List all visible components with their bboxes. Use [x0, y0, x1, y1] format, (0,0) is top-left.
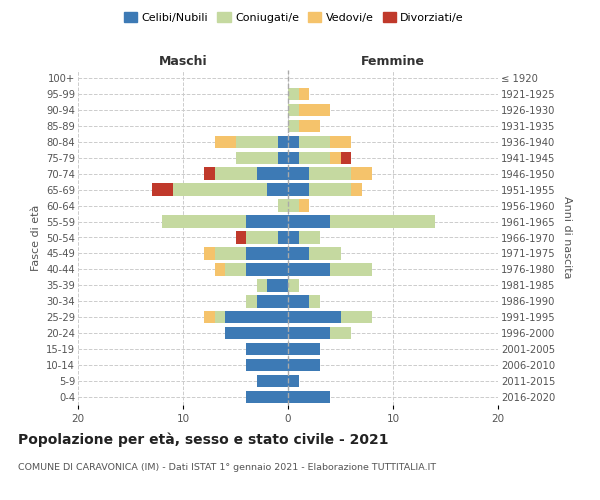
Bar	[309, 247, 341, 260]
Bar	[309, 184, 351, 196]
Bar	[288, 375, 299, 388]
Bar	[235, 152, 277, 164]
Bar	[277, 152, 288, 164]
Bar	[257, 168, 288, 180]
Bar	[204, 311, 215, 324]
Legend: Celibi/Nubili, Coniugati/e, Vedovi/e, Divorziati/e: Celibi/Nubili, Coniugati/e, Vedovi/e, Di…	[119, 8, 469, 28]
Bar	[288, 343, 320, 355]
Bar	[299, 136, 330, 148]
Bar	[288, 391, 330, 403]
Bar	[277, 200, 288, 212]
Bar	[225, 327, 288, 340]
Bar	[351, 184, 361, 196]
Bar	[173, 184, 267, 196]
Bar	[299, 232, 320, 243]
Bar	[288, 311, 341, 324]
Bar	[288, 168, 309, 180]
Bar	[267, 184, 288, 196]
Text: Maschi: Maschi	[158, 54, 208, 68]
Bar	[246, 343, 288, 355]
Bar	[288, 216, 330, 228]
Bar	[246, 391, 288, 403]
Bar	[246, 359, 288, 372]
Bar	[288, 136, 299, 148]
Bar	[288, 247, 309, 260]
Text: Popolazione per età, sesso e stato civile - 2021: Popolazione per età, sesso e stato civil…	[18, 432, 389, 447]
Bar	[225, 263, 246, 276]
Bar	[162, 216, 246, 228]
Bar	[341, 152, 351, 164]
Bar	[288, 327, 330, 340]
Bar	[299, 200, 309, 212]
Bar	[215, 311, 225, 324]
Bar	[204, 247, 215, 260]
Bar	[215, 168, 257, 180]
Bar	[288, 120, 299, 132]
Bar	[330, 136, 351, 148]
Bar	[330, 152, 341, 164]
Text: COMUNE DI CARAVONICA (IM) - Dati ISTAT 1° gennaio 2021 - Elaborazione TUTTITALIA: COMUNE DI CARAVONICA (IM) - Dati ISTAT 1…	[18, 462, 436, 471]
Bar	[215, 263, 225, 276]
Bar	[288, 232, 299, 243]
Bar	[288, 200, 299, 212]
Bar	[235, 232, 246, 243]
Bar	[330, 263, 372, 276]
Bar	[351, 168, 372, 180]
Bar	[288, 184, 309, 196]
Bar	[299, 120, 320, 132]
Bar	[246, 263, 288, 276]
Bar	[299, 88, 309, 100]
Bar	[299, 104, 330, 116]
Bar	[288, 152, 299, 164]
Bar	[288, 88, 299, 100]
Bar	[246, 232, 277, 243]
Bar	[288, 104, 299, 116]
Bar	[215, 136, 235, 148]
Bar	[277, 136, 288, 148]
Bar	[309, 295, 320, 308]
Bar	[330, 327, 351, 340]
Bar	[257, 279, 267, 291]
Bar	[330, 216, 435, 228]
Bar	[246, 247, 288, 260]
Bar	[288, 359, 320, 372]
Y-axis label: Fasce di età: Fasce di età	[31, 204, 41, 270]
Bar	[246, 216, 288, 228]
Bar	[235, 136, 277, 148]
Bar	[277, 232, 288, 243]
Text: Femmine: Femmine	[361, 54, 425, 68]
Bar	[288, 263, 330, 276]
Bar	[299, 152, 330, 164]
Y-axis label: Anni di nascita: Anni di nascita	[562, 196, 572, 279]
Bar	[267, 279, 288, 291]
Bar	[341, 311, 372, 324]
Bar	[288, 295, 309, 308]
Bar	[257, 375, 288, 388]
Bar	[225, 311, 288, 324]
Bar	[215, 247, 246, 260]
Bar	[288, 279, 299, 291]
Bar	[204, 168, 215, 180]
Bar	[151, 184, 173, 196]
Bar	[257, 295, 288, 308]
Bar	[309, 168, 351, 180]
Bar	[246, 295, 257, 308]
